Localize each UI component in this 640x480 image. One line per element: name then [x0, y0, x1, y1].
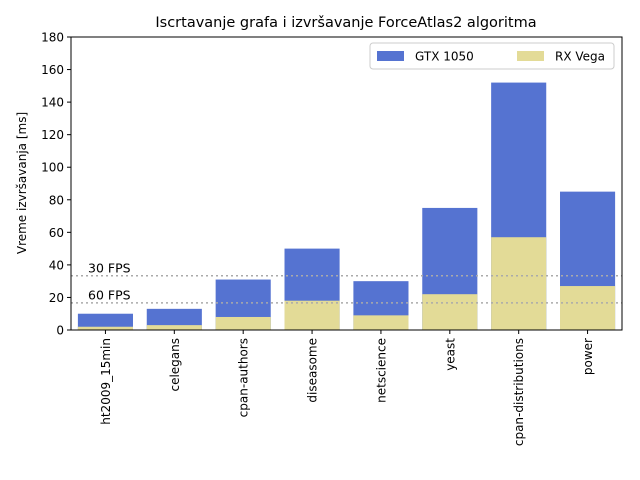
legend-entry-1: RX Vega [555, 50, 605, 64]
legend-entry-0: GTX 1050 [415, 50, 474, 64]
reference-label-1: 60 FPS [88, 287, 131, 302]
y-tick-label: 20 [49, 291, 64, 305]
x-tick-label-cpan-authors: cpan-authors [237, 338, 251, 417]
legend [369, 42, 615, 70]
y-tick-label: 80 [49, 193, 64, 207]
bar-vega-diseasome [284, 300, 340, 330]
y-tick-label: 0 [56, 324, 64, 338]
plot-frame [70, 36, 623, 331]
bar-vega-power [560, 286, 616, 330]
x-tick-label-yeast: yeast [443, 338, 457, 371]
bar-vega-ht2009_15min [77, 326, 133, 330]
plot-area: 30 FPS 60 FPS 0 20 40 60 80 100 120 140 160 180 ht20… [41, 31, 623, 446]
bar-vega-yeast [422, 294, 478, 330]
x-tick-label-cpan-distributions: cpan-distributions [512, 338, 526, 446]
x-tick-label-netscience: netscience [374, 338, 388, 403]
legend-swatch-0 [377, 51, 404, 61]
y-tick-label: 140 [41, 96, 64, 110]
bar-vega-cpan-distributions [491, 237, 547, 330]
y-tick-label: 60 [49, 226, 64, 240]
bar-vega-cpan-authors [215, 316, 271, 330]
legend-swatch-1 [517, 51, 544, 61]
y-tick-label: 160 [41, 63, 64, 77]
y-tick-label: 120 [41, 128, 64, 142]
x-tick-label-power: power [581, 338, 595, 375]
bar-vega-celegans [146, 325, 202, 330]
reference-label-0: 30 FPS [88, 260, 131, 275]
y-axis-label: Vreme izvršavanja [ms] [15, 112, 29, 254]
x-tick-label-celegans: celegans [168, 338, 182, 392]
bar-gtx-celegans [146, 308, 202, 330]
y-tick-label: 180 [41, 31, 64, 45]
y-tick-label: 100 [41, 161, 64, 175]
chart-title: Iscrtavanje grafa i izvršavanje ForceAtl… [155, 15, 536, 31]
x-tick-label-ht2009_15min: ht2009_15min [99, 338, 113, 425]
y-tick-label: 40 [49, 258, 64, 272]
bar-gtx-ht2009_15min [77, 313, 133, 330]
x-tick-label-diseasome: diseasome [306, 338, 320, 403]
bar-vega-netscience [353, 315, 409, 330]
